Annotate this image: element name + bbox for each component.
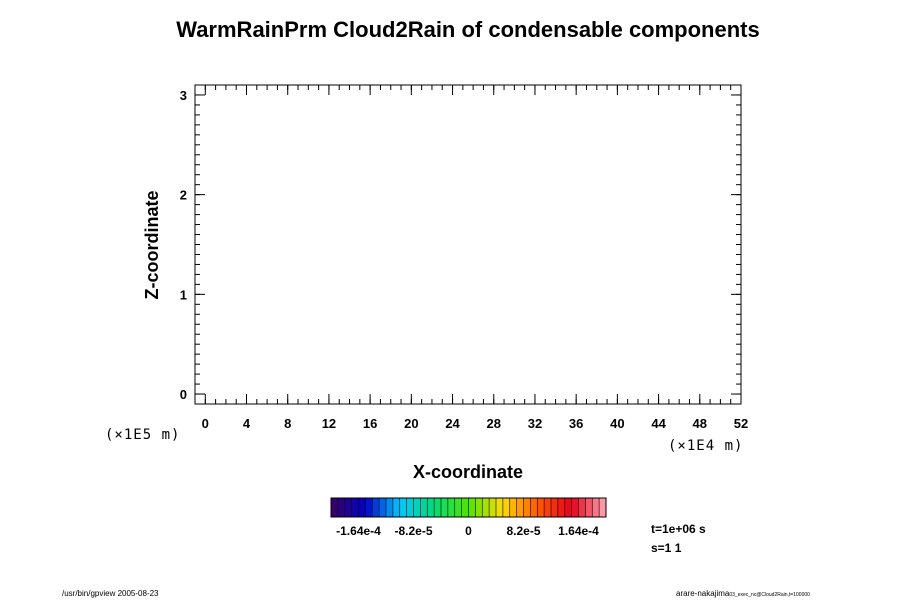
time-label: t=1e+06 s: [651, 522, 706, 536]
chart-title: WarmRainPrm Cloud2Rain of condensable co…: [176, 17, 759, 42]
colorbar-segment: [468, 498, 476, 517]
colorbar-segment: [509, 498, 518, 517]
colorbar-segment: [523, 498, 531, 517]
axis-ticks: [194, 84, 742, 405]
colorbar-segment: [496, 498, 504, 517]
colorbar-segment: [564, 498, 573, 517]
colorbar-segment: [365, 498, 373, 517]
colorbar-labels: -1.64e-4 -8.2e-5 0 8.2e-5 1.64e-4: [336, 524, 599, 538]
colorbar-segment: [399, 498, 408, 517]
colorbar-segment: [379, 498, 387, 517]
colorbar-tick-label: 0: [465, 524, 472, 538]
plot-frame: [194, 84, 742, 405]
colorbar-segment: [420, 498, 428, 517]
y-tick-label: 3: [180, 88, 187, 103]
colorbar-segment: [599, 498, 607, 517]
colorbar-segment: [530, 498, 538, 517]
footer-left: /usr/bin/gpview 2005-08-23: [62, 589, 159, 598]
colorbar-segment: [358, 498, 366, 517]
x-tick-label: 40: [610, 416, 624, 431]
x-tick-label: 28: [487, 416, 501, 431]
footer-right-main: arare-nakajima: [676, 589, 730, 598]
colorbar-segment: [344, 498, 353, 517]
colorbar-segment: [544, 498, 552, 517]
x-tick-label: 44: [651, 416, 666, 431]
y-tick-label: 0: [180, 387, 187, 402]
colorbar-segment: [592, 498, 600, 517]
colorbar: [331, 498, 607, 517]
colorbar-segment: [585, 498, 593, 517]
x-tick-label: 36: [569, 416, 583, 431]
colorbar-segment: [406, 498, 414, 517]
y-tick-label: 1: [180, 287, 187, 302]
y-tick-label: 2: [180, 188, 187, 203]
colorbar-segment: [434, 498, 442, 517]
colorbar-segment: [551, 498, 559, 517]
x-tick-label: 12: [322, 416, 336, 431]
colorbar-segment: [557, 498, 566, 517]
footer-right-sub: 03_exec_nc@Cloud2Rain,t=100000: [729, 592, 810, 598]
x-tick-labels: 0 4 8 12 16 20 24 28 32 36 40 44 48 52: [202, 416, 749, 431]
x-tick-label: 16: [363, 416, 377, 431]
colorbar-segment: [461, 498, 469, 517]
colorbar-tick-label: 1.64e-4: [558, 524, 599, 538]
colorbar-tick-label: 8.2e-5: [506, 524, 540, 538]
colorbar-segment: [475, 498, 483, 517]
y-unit-label: (×1E5 m): [105, 427, 180, 443]
x-unit-label: (×1E4 m): [668, 438, 743, 454]
x-tick-label: 24: [445, 416, 460, 431]
colorbar-segment: [578, 498, 586, 517]
colorbar-segment: [489, 498, 497, 517]
colorbar-segment: [454, 498, 463, 517]
colorbar-segment: [447, 498, 456, 517]
colorbar-segment: [372, 498, 380, 517]
colorbar-segment: [331, 498, 339, 517]
x-tick-label: 20: [404, 416, 418, 431]
colorbar-segment: [441, 498, 449, 517]
colorbar-segment: [413, 498, 421, 517]
colorbar-segment: [351, 498, 359, 517]
colorbar-segment: [386, 498, 394, 517]
slice-label: s=1 1: [651, 541, 682, 555]
colorbar-segment: [482, 498, 490, 517]
x-axis-title: X-coordinate: [413, 462, 523, 482]
x-tick-label: 52: [734, 416, 748, 431]
x-tick-label: 8: [284, 416, 291, 431]
colorbar-tick-label: -8.2e-5: [394, 524, 432, 538]
colorbar-segment: [392, 498, 401, 517]
colorbar-tick-label: -1.64e-4: [336, 524, 381, 538]
x-tick-label: 32: [528, 416, 542, 431]
colorbar-frame: [330, 497, 607, 518]
colorbar-segment: [537, 498, 545, 517]
colorbar-segment: [502, 498, 511, 517]
colorbar-segment: [571, 498, 579, 517]
colorbar-segment: [337, 498, 346, 517]
footer-right: arare-nakajima03_exec_nc@Cloud2Rain,t=10…: [676, 589, 810, 598]
x-tick-label: 4: [243, 416, 251, 431]
y-tick-labels: 0 1 2 3: [180, 88, 187, 402]
colorbar-segment: [427, 498, 435, 517]
x-tick-label: 0: [202, 416, 209, 431]
colorbar-segment: [516, 498, 524, 517]
x-tick-label: 48: [693, 416, 707, 431]
y-axis-title: Z-coordinate: [142, 190, 162, 299]
